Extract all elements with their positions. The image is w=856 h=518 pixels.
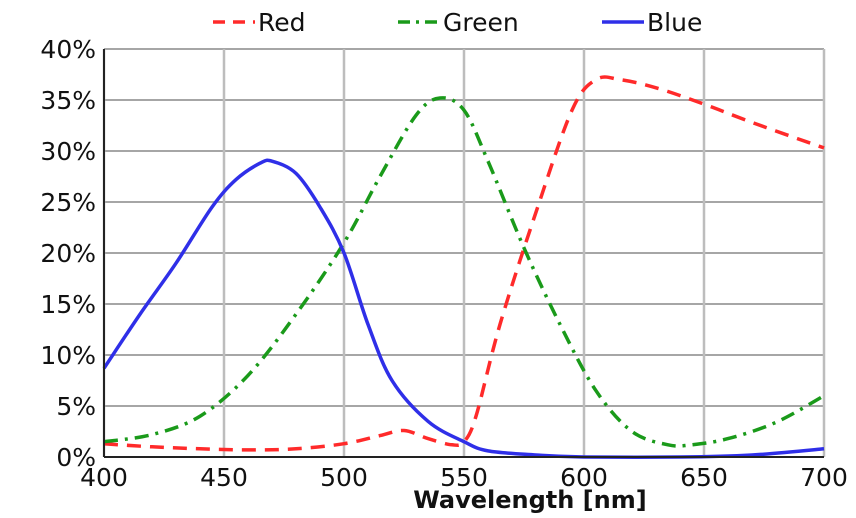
x-axis-label: Wavelength [nm] [413, 486, 646, 514]
y-tick-label: 20% [40, 239, 96, 268]
axes [103, 49, 824, 458]
x-tick-label: 450 [200, 463, 248, 492]
legend: Red Green Blue [213, 8, 702, 37]
legend-label-red: Red [258, 8, 306, 37]
y-tick-label: 15% [40, 290, 96, 319]
series-line-red [103, 75, 825, 452]
grid [102, 48, 826, 458]
legend-label-blue: Blue [647, 8, 702, 37]
y-tick-label: 25% [40, 188, 96, 217]
x-tick-label: 700 [800, 463, 848, 492]
x-tick-labels: 400 450 500 550 600 650 700 [80, 463, 848, 492]
y-tick-label: 0% [56, 443, 96, 472]
x-tick-label: 650 [680, 463, 728, 492]
series-line-green [103, 96, 825, 448]
legend-label-green: Green [443, 8, 519, 37]
x-tick-label: 600 [560, 463, 608, 492]
x-tick-label: 550 [440, 463, 488, 492]
y-tick-label: 5% [56, 392, 96, 421]
y-tick-label: 40% [40, 35, 96, 64]
y-tick-label: 35% [40, 86, 96, 115]
y-tick-labels: 0% 5% 10% 15% 20% 25% 30% 35% 40% [40, 35, 96, 472]
x-tick-label: 400 [80, 463, 128, 492]
y-tick-label: 10% [40, 341, 96, 370]
y-tick-label: 30% [40, 137, 96, 166]
x-tick-label: 500 [320, 463, 368, 492]
